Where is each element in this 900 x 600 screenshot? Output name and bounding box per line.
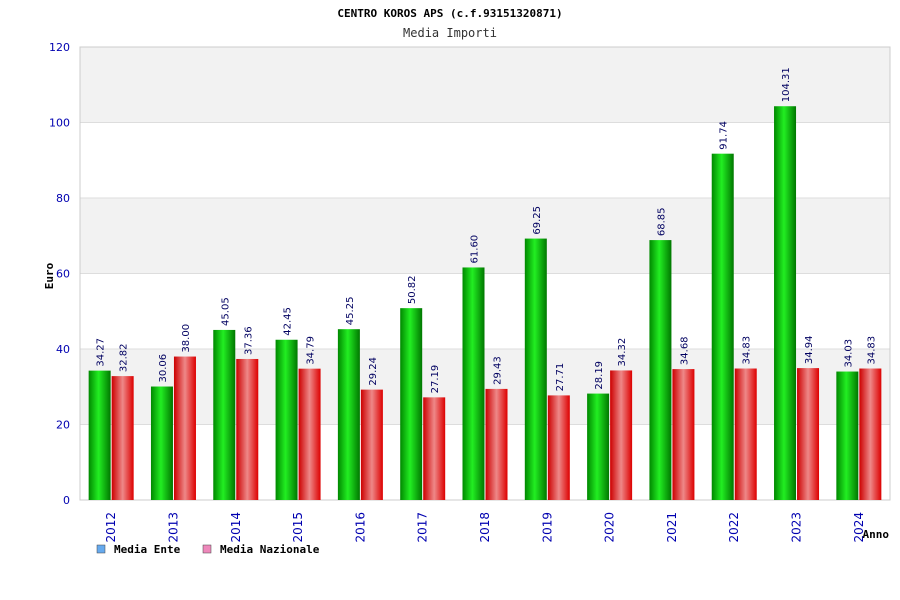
bar-media-nazionale (547, 395, 570, 500)
plot-background (79, 46, 891, 501)
bar-media-ente (462, 267, 485, 500)
data-label-media-ente: 34.03 (843, 339, 854, 368)
grid-band (80, 349, 890, 425)
y-tick-label: 60 (56, 268, 70, 281)
x-tick-label: 2023 (790, 512, 804, 543)
bar-media-nazionale (672, 369, 695, 500)
data-label-media-nazionale: 34.79 (306, 336, 317, 365)
bar-media-nazionale (610, 370, 633, 500)
data-label-media-ente: 28.19 (594, 361, 605, 390)
bar-media-ente (213, 329, 236, 500)
bar-media-ente (337, 329, 360, 500)
data-label-media-nazionale: 29.43 (493, 356, 504, 385)
data-label-media-ente: 91.74 (719, 121, 730, 150)
bar-media-ente (711, 153, 734, 500)
x-tick-label: 2020 (603, 512, 617, 543)
bar-media-nazionale (797, 368, 820, 500)
grid-band (80, 424, 890, 500)
bar-media-ente (400, 308, 423, 500)
x-tick-label: 2012 (104, 512, 118, 543)
chart-title: CENTRO KOROS APS (c.f.93151320871) (337, 7, 562, 20)
y-axis-label: Euro (43, 262, 56, 289)
y-tick-label: 100 (49, 117, 70, 130)
bar-media-nazionale (111, 376, 134, 500)
grid-band (80, 47, 890, 123)
data-label-media-nazionale: 34.68 (679, 336, 690, 365)
legend-swatch-nazionale (202, 544, 212, 554)
y-tick-label: 120 (49, 41, 70, 54)
bar-media-nazionale (859, 368, 882, 500)
bar-media-ente (587, 393, 610, 500)
data-label-media-nazionale: 34.83 (742, 336, 753, 365)
data-label-media-ente: 61.60 (470, 235, 481, 264)
y-tick-label: 20 (56, 419, 70, 432)
x-tick-label: 2022 (727, 512, 741, 543)
data-label-media-ente: 45.05 (220, 297, 231, 326)
y-axis-ticks: 0 20 40 60 80 100 120 (49, 41, 70, 507)
data-label-media-ente: 104.31 (781, 67, 792, 102)
bar-media-nazionale (360, 389, 383, 500)
x-axis-label: Anno (863, 528, 890, 541)
x-tick-label: 2017 (416, 512, 430, 543)
plot-frame (79, 46, 891, 501)
x-tick-label: 2013 (166, 512, 180, 543)
grid-band (80, 122, 890, 198)
data-labels: 34.27 32.82 30.06 38.00 45.05 37.36 42.45 34.79… (96, 67, 878, 393)
data-label-media-nazionale: 37.36 (243, 326, 254, 355)
bar-media-ente (649, 240, 672, 500)
x-axis-ticks: 2012 2013 2014 2015 2016 2017 2018 2019 2020 2021… (104, 512, 866, 543)
data-label-media-nazionale: 34.32 (617, 338, 628, 367)
data-label-media-ente: 68.85 (656, 207, 667, 236)
bar-media-nazionale (236, 358, 259, 500)
bar-media-nazionale (485, 388, 508, 500)
data-label-media-nazionale: 27.19 (430, 365, 441, 394)
legend-label-nazionale: Media Nazionale (220, 543, 320, 556)
bar-media-nazionale (298, 368, 321, 500)
data-label-media-ente: 30.06 (158, 354, 169, 383)
legend-swatch-ente (96, 544, 106, 554)
x-tick-label: 2021 (665, 512, 679, 543)
data-label-media-nazionale: 29.24 (368, 357, 379, 386)
x-tick-label: 2018 (478, 512, 492, 543)
data-label-media-nazionale: 27.71 (555, 363, 566, 392)
x-tick-label: 2019 (540, 512, 554, 543)
x-tick-label: 2016 (353, 512, 367, 543)
data-label-media-nazionale: 34.94 (804, 335, 815, 364)
data-label-media-ente: 69.25 (532, 206, 543, 235)
bar-media-ente (524, 238, 547, 501)
x-tick-label: 2015 (291, 512, 305, 543)
bar-media-ente (836, 371, 859, 500)
bar-media-nazionale (173, 356, 196, 500)
data-label-media-ente: 42.45 (283, 307, 294, 336)
bar-media-ente (88, 370, 111, 500)
data-label-media-nazionale: 34.83 (866, 336, 877, 365)
x-tick-label: 2014 (229, 512, 243, 543)
bar-media-ente (275, 339, 298, 500)
data-label-media-ente: 34.27 (96, 338, 107, 367)
grid-band (80, 273, 890, 349)
y-tick-label: 40 (56, 343, 70, 356)
bars (88, 106, 882, 501)
data-label-media-ente: 45.25 (345, 297, 356, 326)
data-label-media-nazionale: 38.00 (181, 324, 192, 353)
bar-media-nazionale (423, 397, 446, 500)
grid-band (80, 198, 890, 274)
legend: Media Ente Media Nazionale (96, 543, 320, 556)
data-label-media-ente: 50.82 (407, 276, 418, 305)
chart-subtitle: Media Importi (403, 26, 497, 40)
y-tick-label: 0 (63, 494, 70, 507)
data-label-media-nazionale: 32.82 (119, 343, 130, 372)
legend-label-ente: Media Ente (114, 543, 181, 556)
bar-media-nazionale (734, 368, 757, 500)
y-tick-label: 80 (56, 192, 70, 205)
bar-media-ente (774, 106, 797, 501)
bar-media-ente (150, 386, 173, 500)
x-tick-label: 2024 (852, 512, 866, 543)
